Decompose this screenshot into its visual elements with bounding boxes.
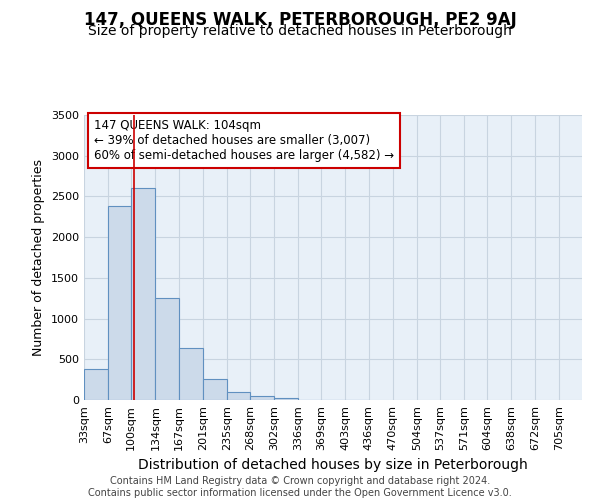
Bar xyxy=(155,298,179,400)
Text: Size of property relative to detached houses in Peterborough: Size of property relative to detached ho… xyxy=(88,24,512,38)
Bar xyxy=(179,348,203,400)
Bar xyxy=(84,369,108,400)
X-axis label: Distribution of detached houses by size in Peterborough: Distribution of detached houses by size … xyxy=(138,458,528,472)
Bar xyxy=(250,396,274,400)
Bar xyxy=(227,392,250,400)
Text: 147, QUEENS WALK, PETERBOROUGH, PE2 9AJ: 147, QUEENS WALK, PETERBOROUGH, PE2 9AJ xyxy=(83,11,517,29)
Y-axis label: Number of detached properties: Number of detached properties xyxy=(32,159,46,356)
Bar xyxy=(203,379,227,400)
Bar xyxy=(108,206,131,400)
Text: 147 QUEENS WALK: 104sqm
← 39% of detached houses are smaller (3,007)
60% of semi: 147 QUEENS WALK: 104sqm ← 39% of detache… xyxy=(94,120,394,162)
Bar xyxy=(131,188,155,400)
Bar xyxy=(274,398,298,400)
Text: Contains HM Land Registry data © Crown copyright and database right 2024.
Contai: Contains HM Land Registry data © Crown c… xyxy=(88,476,512,498)
